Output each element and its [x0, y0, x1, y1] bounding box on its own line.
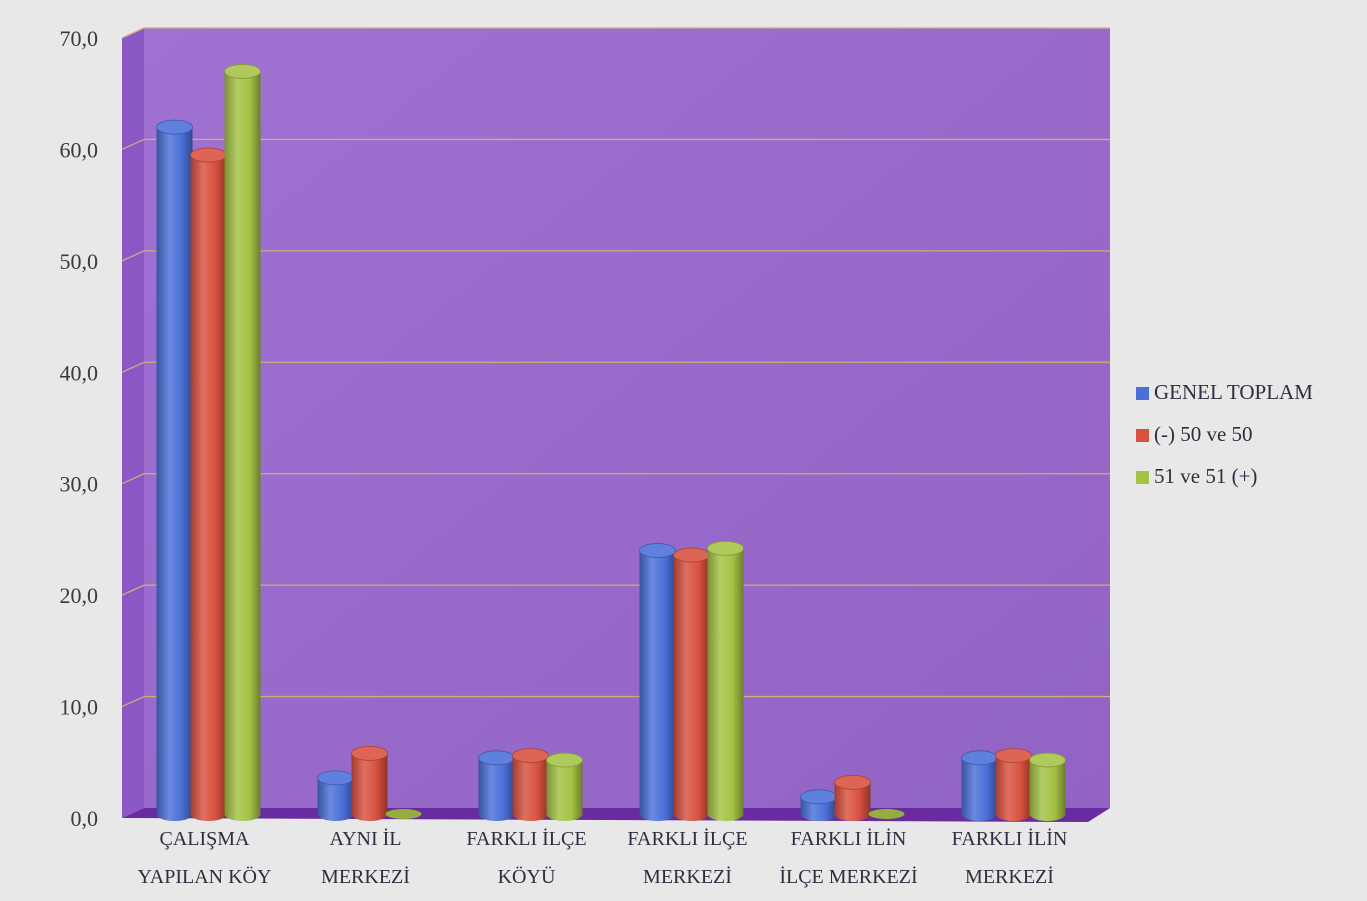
bar: [512, 748, 549, 822]
bar-body: [478, 757, 515, 822]
bar: [317, 770, 354, 822]
bar-body: [961, 757, 998, 822]
bar-top: [478, 750, 515, 766]
bar-top: [224, 64, 261, 79]
gridlines: [121, 27, 1110, 708]
bar-body: [512, 755, 549, 822]
bar: [639, 543, 676, 822]
bar-top: [190, 147, 227, 163]
bar-body: [224, 71, 261, 822]
bar: [385, 809, 422, 819]
bar: [673, 547, 710, 822]
bar-top: [639, 543, 676, 558]
legend-label: GENEL TOPLAM: [1154, 380, 1313, 404]
bar-top: [961, 750, 998, 766]
bar: [995, 748, 1032, 822]
gridline-side: [121, 27, 145, 39]
bar-body: [190, 155, 227, 822]
gridline-side: [121, 473, 145, 485]
bar-top: [673, 547, 710, 563]
gridline-side: [121, 250, 145, 262]
bar: [868, 809, 905, 819]
x-tick-label: KÖYÜ: [498, 865, 556, 888]
bar-top: [995, 748, 1032, 763]
legend-swatch: [1136, 471, 1149, 484]
bars: [156, 64, 1066, 822]
x-tick-label: AYNI İL: [329, 827, 401, 850]
bar-top: [1029, 752, 1066, 768]
bar-body: [546, 760, 583, 822]
bar: [224, 64, 261, 822]
bar: [478, 750, 515, 822]
bar-top: [317, 770, 354, 786]
bar-body: [834, 782, 871, 822]
bar-top: [156, 119, 193, 135]
bar-top: [385, 809, 422, 819]
x-tick-label: İLÇE MERKEZİ: [779, 865, 917, 888]
gridline-side: [121, 695, 145, 708]
bar: [190, 147, 227, 822]
y-tick-label: 40,0: [60, 360, 99, 385]
bar-top: [351, 745, 388, 761]
bar-top: [834, 774, 871, 790]
bar-top: [868, 809, 905, 819]
y-axis-ticks: 0,0 10,0 20,0 30,0 40,0 50,0 60,0 70,0: [60, 26, 99, 831]
bar: [546, 752, 583, 822]
y-tick-label: 50,0: [60, 249, 99, 274]
chart-walls: [122, 28, 1110, 818]
x-tick-label: ÇALIŞMA: [159, 828, 250, 850]
bar: [1029, 752, 1066, 822]
bar-top: [800, 789, 837, 805]
x-tick-label: FARKLI İLÇE: [627, 827, 747, 850]
bar: [707, 540, 744, 822]
y-tick-label: 30,0: [60, 472, 99, 497]
legend-label: (-) 50 ve 50: [1154, 422, 1253, 446]
bar-top: [546, 752, 583, 768]
y-tick-label: 10,0: [60, 695, 99, 720]
bar: [834, 774, 871, 822]
y-tick-label: 0,0: [71, 806, 99, 831]
bar-body: [1029, 760, 1066, 822]
gridline-side: [121, 361, 145, 373]
x-tick-label: YAPILAN KÖY: [138, 865, 272, 888]
y-tick-label: 20,0: [60, 583, 99, 608]
x-tick-label: MERKEZİ: [965, 865, 1054, 888]
bar: [351, 745, 388, 822]
back-wall: [144, 28, 1110, 808]
bar-body: [156, 127, 193, 822]
bar-body: [673, 555, 710, 822]
y-tick-label: 60,0: [60, 137, 99, 162]
x-axis-labels: ÇALIŞMA YAPILAN KÖY AYNI İL MERKEZİ FARKLI İ…: [138, 827, 1068, 888]
x-tick-label: FARKLI İLİN: [791, 827, 907, 850]
legend-swatch: [1136, 429, 1149, 442]
legend-label: 51 ve 51 (+): [1154, 464, 1257, 488]
bar-body: [317, 777, 354, 822]
gridline-side: [121, 584, 145, 596]
bar: [156, 119, 193, 822]
bar-body: [639, 550, 676, 822]
bar-body: [351, 753, 388, 822]
x-tick-label: FARKLI İLİN: [952, 827, 1068, 850]
x-tick-label: MERKEZİ: [643, 865, 732, 888]
bar-top: [512, 748, 549, 763]
legend-swatch: [1136, 387, 1149, 400]
gridline-side: [121, 138, 145, 151]
bar-body: [707, 548, 744, 822]
side-wall: [122, 28, 144, 818]
bar: [961, 750, 998, 822]
x-tick-label: MERKEZİ: [321, 865, 410, 888]
bar-top: [707, 540, 744, 556]
legend: GENEL TOPLAM (-) 50 ve 50 51 ve 51 (+): [1136, 380, 1313, 488]
bar: [800, 789, 837, 822]
x-tick-label: FARKLI İLÇE: [466, 827, 586, 850]
bar-body: [995, 755, 1032, 822]
y-tick-label: 70,0: [60, 26, 99, 51]
